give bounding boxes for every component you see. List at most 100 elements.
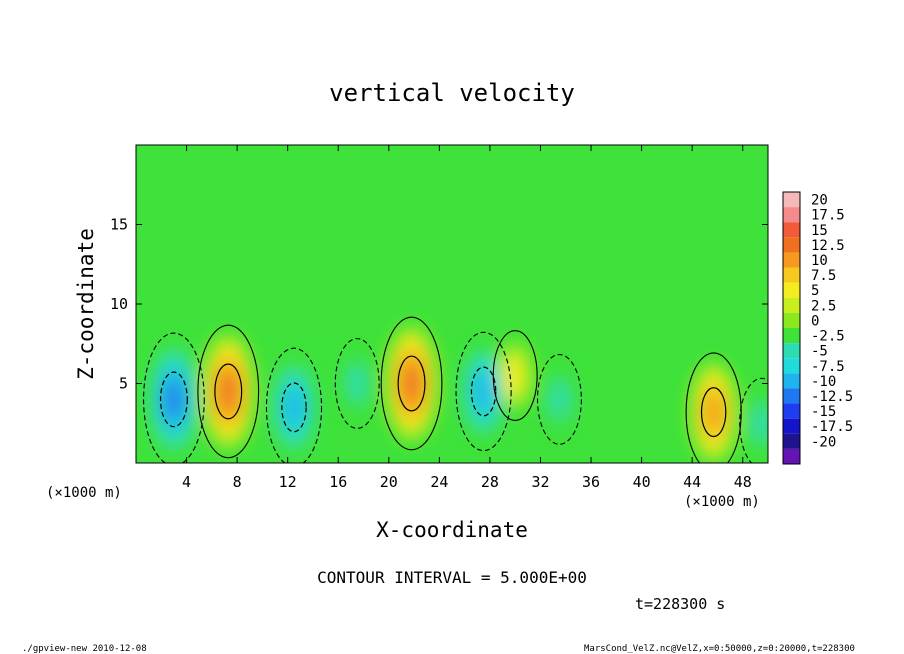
colorbar-swatch-11 xyxy=(783,358,800,374)
x-tick-label-11: 48 xyxy=(734,473,752,491)
x-unit-left: (×1000 m) xyxy=(46,485,122,501)
colorbar-swatch-16 xyxy=(783,433,800,449)
contour-cell-9 xyxy=(739,377,768,463)
colorbar-swatch-12 xyxy=(783,373,800,389)
contour-inner-0 xyxy=(159,371,188,428)
contour-outer-3 xyxy=(334,338,380,429)
contour-outer-9 xyxy=(739,377,768,463)
colorbar-label-10: -5 xyxy=(811,344,828,360)
contour-cell-0 xyxy=(143,332,205,463)
colorbar-swatch-8 xyxy=(783,312,800,328)
y-axis-ticks: 5 10 15 xyxy=(110,216,768,393)
field-cell-8-band-3 xyxy=(704,392,723,433)
field-cell-6 xyxy=(499,343,531,408)
contour-cell-8 xyxy=(685,352,742,463)
colorbar-label-8: 0 xyxy=(811,313,819,329)
x-tick-label-2: 12 xyxy=(279,473,297,491)
colorbar-label-15: -17.5 xyxy=(811,419,853,435)
contour-interval-label: CONTOUR INTERVAL = 5.000E+00 xyxy=(317,568,587,587)
colorbar-swatch-1 xyxy=(783,207,800,223)
x-axis-label: X-coordinate xyxy=(376,518,528,542)
y-axis-label: Z-coordinate xyxy=(74,228,98,380)
contour-layer xyxy=(143,316,768,463)
contour-outer-7 xyxy=(536,353,582,445)
colorbar-label-7: 2.5 xyxy=(811,298,836,314)
colorbar-label-16: -20 xyxy=(811,434,836,450)
contour-cell-4 xyxy=(380,316,443,451)
colorbar-swatch-5 xyxy=(783,267,800,283)
field-cell-1-band-4 xyxy=(218,370,238,413)
colorbar-swatch-6 xyxy=(783,282,800,298)
field-cell-7-band-1 xyxy=(549,379,570,420)
contour-cell-2 xyxy=(265,347,323,463)
y-tick-label-2: 15 xyxy=(110,216,128,234)
colorbar-swatch-13 xyxy=(783,388,800,404)
x-unit-right: (×1000 m) xyxy=(684,494,760,510)
colorbar-swatch-4 xyxy=(783,252,800,268)
field-cell-3 xyxy=(341,351,373,416)
field-layer xyxy=(148,327,768,461)
colorbar-label-13: -12.5 xyxy=(811,389,853,405)
colorbar-label-2: 15 xyxy=(811,223,828,239)
colorbar-swatch-2 xyxy=(783,222,800,238)
field-cell-9 xyxy=(746,391,768,456)
colorbar-swatch-3 xyxy=(783,237,800,253)
time-label: t=228300 s xyxy=(635,595,725,613)
contour-outer-2 xyxy=(265,347,323,463)
x-tick-label-9: 40 xyxy=(633,473,651,491)
colorbar-swatch-10 xyxy=(783,343,800,359)
colorbar-swatch-15 xyxy=(783,418,800,434)
contour-inner-5 xyxy=(470,366,497,417)
contour-cell-7 xyxy=(536,353,582,445)
colorbar-label-9: -2.5 xyxy=(811,329,845,345)
colorbar-label-14: -15 xyxy=(811,404,836,420)
field-cell-5-band-3 xyxy=(474,371,493,412)
colorbar-label-0: 20 xyxy=(811,193,828,209)
x-tick-label-3: 16 xyxy=(329,473,347,491)
y-tick-label-0: 5 xyxy=(119,375,128,393)
contour-cell-6 xyxy=(492,330,538,421)
contour-inner-2 xyxy=(281,382,307,433)
field-cell-0 xyxy=(148,343,200,456)
chart-title: vertical velocity xyxy=(329,79,575,107)
field-cell-2-band-3 xyxy=(284,387,304,428)
x-tick-label-0: 4 xyxy=(182,473,191,491)
field-cell-0-band-4 xyxy=(164,378,184,420)
contour-outer-0 xyxy=(143,332,205,463)
x-tick-label-1: 8 xyxy=(233,473,242,491)
contour-inner-1 xyxy=(214,363,243,420)
x-tick-label-5: 24 xyxy=(430,473,448,491)
contour-cell-3 xyxy=(334,338,380,429)
x-axis-ticks: 4 8 12 16 20 24 28 32 36 40 44 48 xyxy=(182,145,752,491)
field-cell-5 xyxy=(461,342,507,440)
contour-outer-5 xyxy=(455,331,512,452)
colorbar: 2017.51512.5107.552.50-2.5-5-7.5-10-12.5… xyxy=(782,191,853,465)
contour-outer-8 xyxy=(685,352,742,463)
x-tick-label-6: 28 xyxy=(481,473,499,491)
footer-right: MarsCond_VelZ.nc@VelZ,x=0:50000,z=0:2000… xyxy=(584,644,855,654)
contour-inner-4 xyxy=(397,355,426,412)
colorbar-label-3: 12.5 xyxy=(811,238,845,254)
colorbar-swatch-17 xyxy=(783,448,800,464)
colorbar-label-12: -10 xyxy=(811,374,836,390)
field-cell-2 xyxy=(271,358,317,456)
y-tick-label-1: 10 xyxy=(110,295,128,313)
contour-cell-5 xyxy=(455,331,512,452)
field-cell-3-band-1 xyxy=(347,363,367,404)
colorbar-swatch-14 xyxy=(783,403,800,419)
colorbar-frame xyxy=(782,191,801,465)
field-cell-4 xyxy=(385,327,438,440)
field-cell-1 xyxy=(202,335,254,448)
field-cell-6-band-1 xyxy=(505,355,525,396)
field-cell-8 xyxy=(691,363,737,461)
field-cell-4-band-4 xyxy=(402,362,421,405)
contour-outer-6 xyxy=(492,330,538,421)
colorbar-swatch-9 xyxy=(783,328,800,344)
x-tick-label-7: 32 xyxy=(531,473,549,491)
footer-left: ./gpview-new 2010-12-08 xyxy=(22,644,147,654)
colorbar-label-11: -7.5 xyxy=(811,359,845,375)
colorbar-label-4: 10 xyxy=(811,253,828,269)
contour-outer-1 xyxy=(197,324,260,459)
colorbar-swatch-0 xyxy=(783,192,800,208)
